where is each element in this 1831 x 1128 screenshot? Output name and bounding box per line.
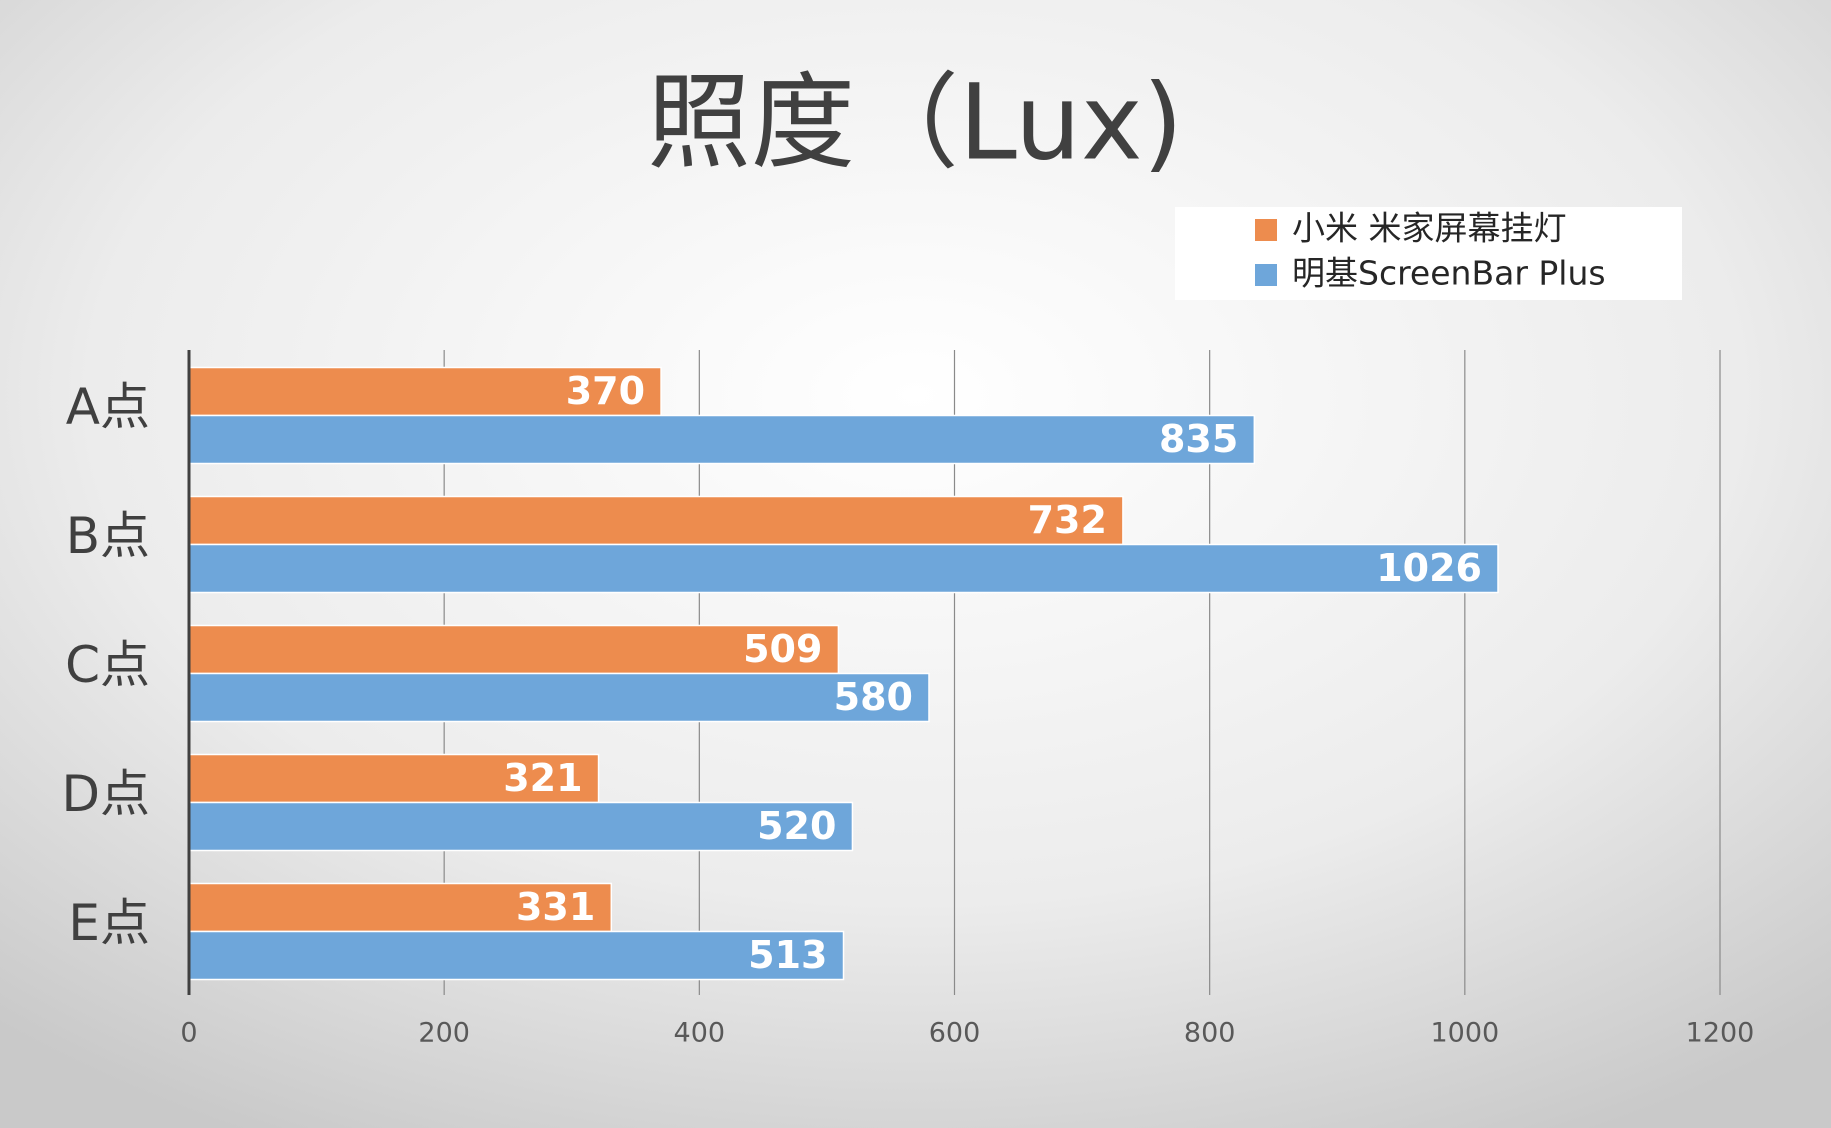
- bar: [188, 366, 662, 417]
- bar: [188, 495, 1124, 546]
- data-label: 520: [757, 804, 836, 848]
- y-tick-label: D点: [61, 765, 150, 823]
- data-label: 331: [516, 885, 595, 929]
- data-label: 1026: [1376, 546, 1482, 590]
- data-label: 513: [748, 933, 827, 977]
- x-tick-label: 400: [674, 1018, 726, 1049]
- x-tick-label: 800: [1184, 1018, 1236, 1049]
- bar: [188, 543, 1499, 594]
- data-label: 321: [503, 756, 582, 800]
- legend-swatch: [1255, 264, 1277, 286]
- x-tick-label: 1000: [1430, 1018, 1499, 1049]
- bar: [188, 882, 613, 933]
- data-label: 835: [1159, 417, 1238, 461]
- bar: [188, 414, 1256, 465]
- x-tick-label: 600: [929, 1018, 981, 1049]
- x-tick-label: 200: [418, 1018, 470, 1049]
- y-tick-label: B点: [66, 507, 150, 565]
- bar: [188, 624, 840, 675]
- data-label: 509: [743, 627, 822, 671]
- legend-label: 明基ScreenBar Plus: [1292, 254, 1606, 293]
- y-tick-label: E点: [68, 894, 150, 952]
- chart-title: 照度（Lux): [647, 61, 1183, 183]
- x-tick-label: 1200: [1686, 1018, 1755, 1049]
- data-label: 370: [566, 369, 645, 413]
- y-tick-label: A点: [66, 378, 150, 436]
- data-label: 580: [834, 675, 913, 719]
- data-label: 732: [1028, 498, 1107, 542]
- legend-swatch: [1255, 219, 1277, 241]
- bar: [188, 753, 600, 804]
- bar: [188, 801, 854, 852]
- x-tick-label: 0: [180, 1018, 197, 1049]
- bar: [188, 930, 845, 981]
- legend-label: 小米 米家屏幕挂灯: [1292, 209, 1567, 248]
- y-tick-label: C点: [65, 636, 150, 694]
- bar: [188, 672, 930, 723]
